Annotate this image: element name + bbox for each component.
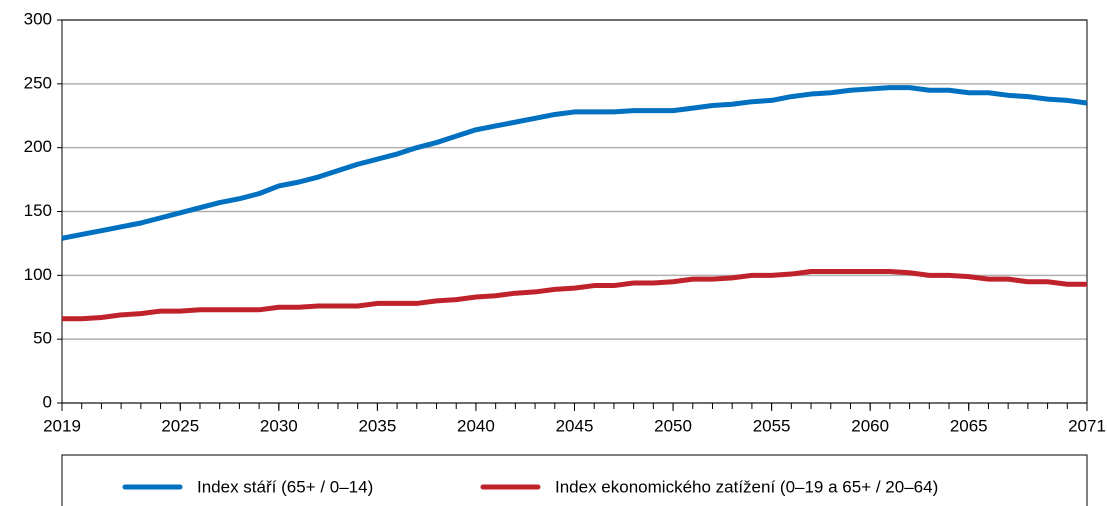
y-tick-label: 50 (33, 329, 52, 348)
legend-label: Index stáří (65+ / 0–14) (197, 477, 373, 496)
x-tick-label: 2071 (1068, 416, 1106, 435)
x-tick-label: 2050 (654, 416, 692, 435)
x-tick-label: 2025 (161, 416, 199, 435)
y-tick-label: 200 (24, 137, 52, 156)
series-line (62, 269, 1087, 322)
y-tick-label: 100 (24, 265, 52, 284)
legend-label: Index ekonomického zatížení (0–19 a 65+ … (555, 477, 938, 496)
y-tick-label: 150 (24, 201, 52, 220)
series-line (61, 85, 1088, 241)
x-tick-label: 2040 (457, 416, 495, 435)
y-tick-label: 0 (43, 392, 52, 411)
x-tick-label: 2065 (950, 416, 988, 435)
legend-box (61, 454, 1088, 506)
x-tick-label: 2030 (260, 416, 298, 435)
x-tick-label: 2060 (851, 416, 889, 435)
x-tick-label: 2045 (556, 416, 594, 435)
x-tick-label: 2055 (753, 416, 791, 435)
y-tick-label: 250 (24, 73, 52, 92)
y-tick-label: 300 (24, 9, 52, 28)
x-tick-label: 2035 (358, 416, 396, 435)
x-tick-label: 2019 (43, 416, 81, 435)
